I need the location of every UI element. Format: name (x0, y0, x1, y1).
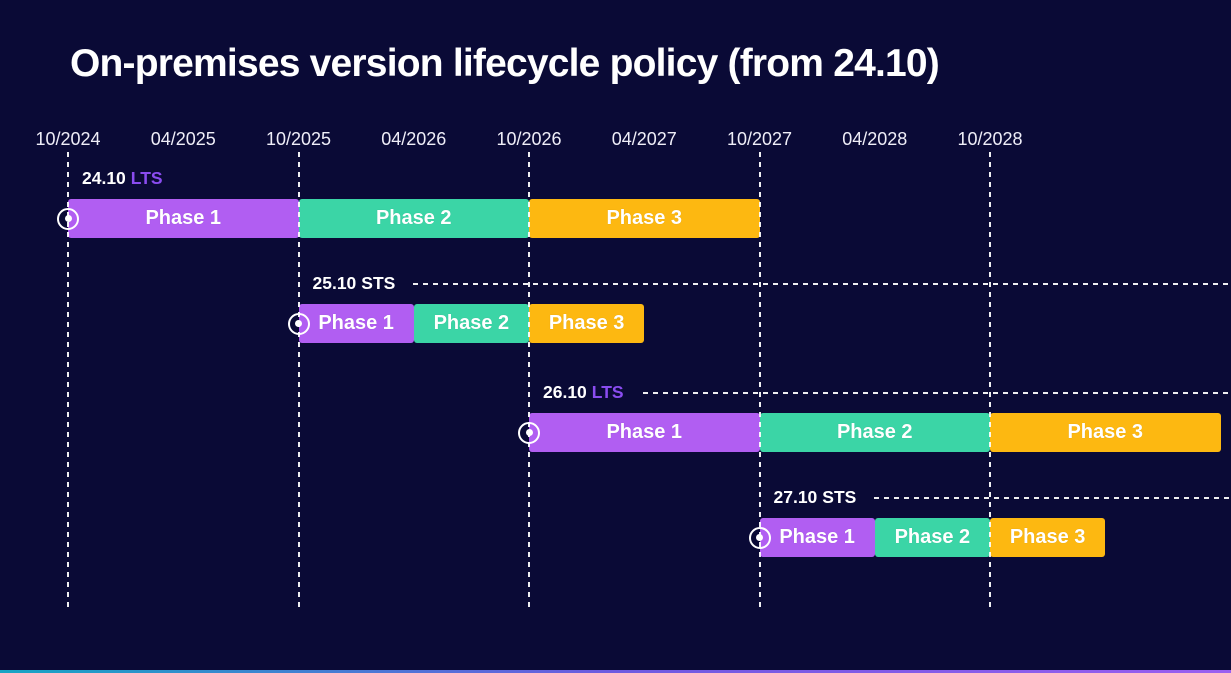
phase-segment: Phase 2 (413, 304, 529, 343)
version-type-badge: STS (822, 487, 857, 507)
grid-line-vertical (528, 152, 530, 612)
leader-line (412, 283, 1231, 285)
phase-label: Phase 1 (606, 421, 683, 443)
timeline-tick-label: 10/2025 (265, 129, 332, 149)
release-row: Phase 1 Phase 2 Phase 3 (759, 518, 1106, 557)
phase-segment: Phase 1 (759, 518, 875, 557)
version-type-badge: LTS (591, 382, 624, 402)
phase-label: Phase 3 (1067, 421, 1144, 443)
grid-line-vertical (297, 152, 300, 612)
timeline-tick-label: 10/2024 (35, 129, 101, 149)
timeline-tick-label: 04/2026 (381, 129, 447, 149)
version-type-badge: STS (361, 273, 396, 293)
timeline-tick-label: 04/2027 (611, 129, 677, 149)
timeline-tick-label: 04/2028 (842, 129, 908, 149)
phase-label: Phase 2 (375, 207, 452, 229)
version-number: 26.10 (543, 382, 587, 402)
phase-label: Phase 3 (1009, 526, 1086, 548)
phase-label: Phase 3 (606, 207, 683, 229)
grid-line-vertical (989, 152, 991, 612)
phase-label: Phase 2 (836, 421, 913, 443)
timeline-tick-label: 04/2025 (150, 129, 216, 149)
phase-segment: Phase 3 (990, 518, 1106, 557)
version-number: 27.10 (773, 487, 818, 507)
phase-label: Phase 3 (548, 312, 625, 334)
phase-label: Phase 2 (433, 312, 510, 334)
version-number: 24.10 (82, 168, 126, 188)
phase-segment: Phase 2 (298, 199, 529, 238)
release-row: Phase 1 Phase 2 Phase 3 (529, 413, 1221, 452)
release-start-marker (518, 421, 540, 444)
version-label: 25.10 STS (313, 273, 396, 294)
phase-segment: Phase 3 (529, 199, 760, 238)
release-start-marker (748, 526, 771, 549)
footer-gradient-bar (0, 670, 1231, 673)
phase-segment: Phase 3 (990, 413, 1221, 452)
phase-segment: Phase 2 (759, 413, 990, 452)
leader-line (643, 392, 1231, 394)
version-number: 25.10 (312, 273, 357, 293)
phase-label: Phase 1 (779, 526, 855, 548)
grid-line-vertical (67, 152, 69, 612)
leader-line (873, 497, 1231, 499)
timeline-tick-label: 10/2027 (726, 129, 793, 149)
grid-line-vertical (758, 152, 761, 612)
timeline-tick-label: 10/2026 (496, 129, 562, 149)
phase-segment: Phase 1 (298, 304, 414, 343)
chart-title: On-premises version lifecycle policy (fr… (70, 42, 940, 85)
phase-segment: Phase 1 (529, 413, 760, 452)
release-start-marker (287, 312, 310, 335)
version-type-badge: LTS (130, 168, 163, 188)
phase-segment: Phase 1 (68, 199, 299, 238)
phase-label: Phase 1 (318, 312, 394, 334)
release-row: Phase 1 Phase 2 Phase 3 (298, 304, 645, 343)
timeline-tick-label: 10/2028 (957, 129, 1023, 149)
version-label: 24.10 LTS (82, 168, 163, 189)
release-row: Phase 1 Phase 2 Phase 3 (68, 199, 760, 238)
phase-segment: Phase 2 (874, 518, 990, 557)
phase-label: Phase 1 (145, 207, 222, 229)
version-label: 26.10 LTS (543, 382, 624, 403)
phase-label: Phase 2 (894, 526, 971, 548)
release-start-marker (57, 207, 79, 230)
version-label: 27.10 STS (774, 487, 857, 508)
phase-segment: Phase 3 (529, 304, 645, 343)
